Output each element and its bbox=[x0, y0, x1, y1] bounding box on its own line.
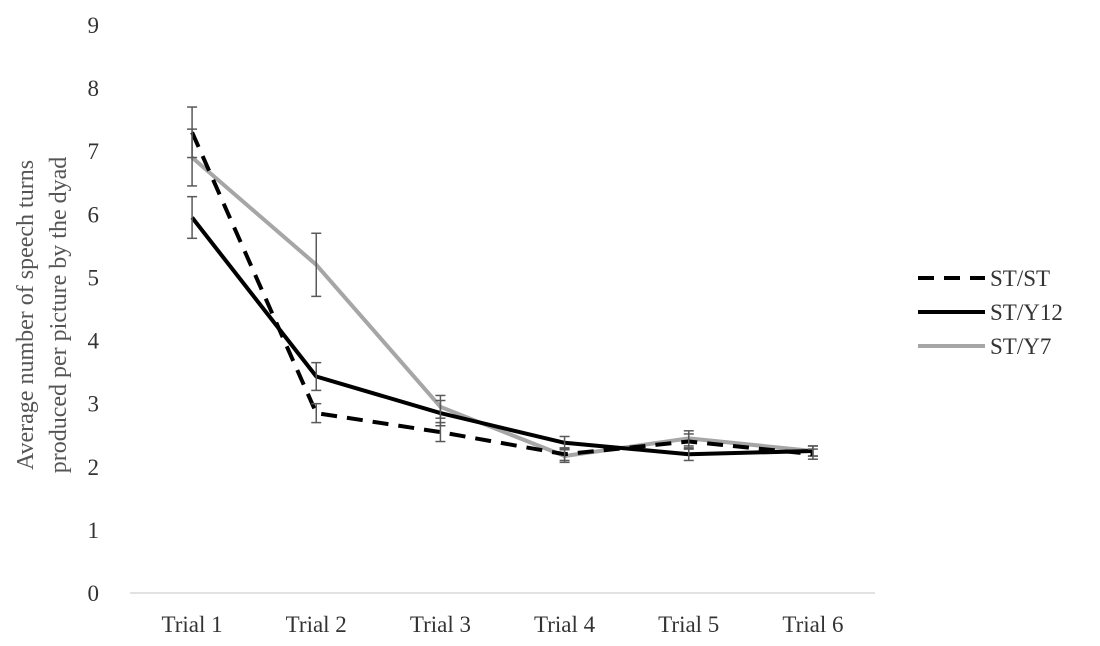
y-tick-label: 9 bbox=[88, 13, 100, 38]
series-line bbox=[190, 216, 813, 457]
error-bar bbox=[559, 447, 570, 462]
legend-label: ST/ST bbox=[990, 266, 1050, 291]
y-tick-label: 2 bbox=[88, 455, 100, 480]
y-tick-label: 5 bbox=[88, 265, 100, 290]
y-tick-label: 3 bbox=[88, 392, 100, 417]
series-line bbox=[190, 131, 814, 457]
x-tick-label: Trial 2 bbox=[286, 612, 347, 637]
legend-item: ST/Y12 bbox=[918, 300, 1063, 325]
error-bar bbox=[187, 106, 198, 159]
series-line bbox=[190, 155, 814, 458]
error-bar bbox=[311, 361, 322, 392]
series-st-y12 bbox=[187, 195, 818, 462]
legend-item: ST/Y7 bbox=[918, 334, 1051, 359]
error-bar bbox=[311, 232, 322, 298]
y-tick-label: 7 bbox=[88, 139, 100, 164]
plot-area bbox=[187, 106, 818, 464]
error-bar bbox=[187, 195, 198, 240]
y-tick-label: 6 bbox=[88, 202, 100, 227]
y-axis-title: Average number of speech turns produced … bbox=[13, 157, 72, 474]
y-tick-label: 1 bbox=[88, 518, 100, 543]
series-st-st bbox=[187, 106, 818, 462]
error-bar bbox=[311, 402, 322, 424]
x-tick-label: Trial 3 bbox=[410, 612, 471, 637]
series-st-y7 bbox=[187, 128, 818, 464]
x-tick-label: Trial 5 bbox=[658, 612, 719, 637]
y-tick-label: 4 bbox=[88, 329, 100, 354]
y-tick-label: 8 bbox=[88, 76, 100, 101]
error-bar bbox=[807, 448, 818, 460]
x-tick-label: Trial 4 bbox=[534, 612, 596, 637]
legend: ST/ST ST/Y12 ST/Y7 bbox=[918, 266, 1063, 359]
legend-label: ST/Y7 bbox=[990, 334, 1051, 359]
y-axis-title-line-2: produced per picture by the dyad bbox=[46, 157, 72, 474]
legend-item: ST/ST bbox=[918, 266, 1050, 291]
error-bar bbox=[435, 421, 446, 443]
error-bar bbox=[683, 433, 694, 450]
y-axis-ticks: 0 1 2 3 4 5 6 7 8 9 bbox=[88, 13, 100, 606]
x-axis-ticks: Trial 1 Trial 2 Trial 3 Trial 4 Trial 5 Trial… bbox=[162, 612, 844, 637]
y-axis-title-line-1: Average number of speech turns bbox=[13, 160, 39, 470]
legend-label: ST/Y12 bbox=[990, 300, 1063, 325]
x-tick-label: Trial 6 bbox=[782, 612, 843, 637]
x-tick-label: Trial 1 bbox=[162, 612, 223, 637]
y-tick-label: 0 bbox=[88, 581, 100, 606]
